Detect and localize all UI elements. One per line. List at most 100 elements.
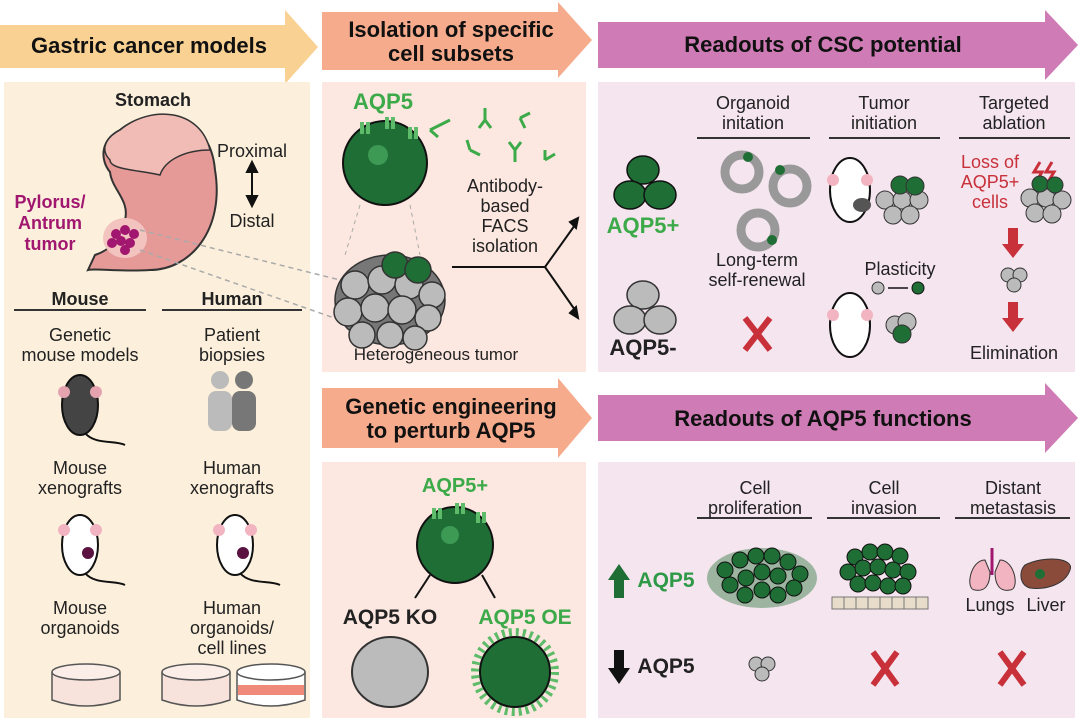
- text-line: mouse models: [21, 345, 139, 365]
- text-line: AQP5+: [960, 172, 1020, 192]
- aqp5-neg-cells-icon: [613, 280, 677, 335]
- text-line: isolation: [471, 236, 539, 256]
- text-line: Cell: [739, 478, 771, 498]
- tumor-label: Pylorus/Antrum tumor: [14, 192, 85, 255]
- text-line: initation: [721, 113, 785, 133]
- invasion-cells-icon: [831, 543, 929, 610]
- ko-cell-icon: [351, 636, 429, 708]
- header-engineering: Genetic engineering to perturb AQP5: [322, 395, 580, 443]
- text-line: metastasis: [969, 498, 1057, 518]
- text-line: Antibody-: [466, 176, 544, 196]
- people-icon: [208, 371, 256, 431]
- proliferation-cells-icon: [707, 547, 817, 608]
- header-arrow-isolation: [322, 2, 592, 78]
- human-title: Human: [201, 289, 263, 309]
- red-x-metastasis-icon: [997, 650, 1027, 687]
- tumor-label-line: Antrum: [18, 213, 82, 233]
- header-models: Gastric cancer models: [30, 33, 267, 58]
- header-line: Genetic engineering: [345, 394, 557, 419]
- lungs-label: Lungs: [965, 595, 1015, 615]
- aqp5-up-label: AQP5: [637, 569, 695, 592]
- column-organoid: Organoid initation: [716, 93, 790, 133]
- header-csc: Readouts of CSC potential: [684, 32, 962, 57]
- small-cluster-down-icon: [748, 656, 776, 682]
- self-renewal-label: Long-term self-renewal: [708, 250, 805, 290]
- black-mouse-icon: [58, 374, 126, 446]
- oe-label: AQP5 OE: [478, 606, 572, 629]
- panel-functions: [598, 462, 1075, 718]
- text-line: xenografts: [189, 478, 275, 498]
- mouse-item: Mouse organoids: [40, 598, 119, 638]
- text-line: Distant: [984, 478, 1042, 498]
- header-line: to perturb AQP5: [366, 418, 536, 443]
- mouse-plasticity-icon: [827, 281, 925, 358]
- column-ablation: Targeted ablation: [979, 93, 1049, 133]
- arrow-up-icon: [608, 564, 630, 598]
- header-arrow-functions: [598, 383, 1078, 453]
- human-item: Human organoids/cell lines: [190, 598, 274, 658]
- distal-label: Distal: [229, 211, 275, 231]
- antibody-icons: [429, 108, 556, 162]
- human-xenograft-mouse-icon: [213, 514, 281, 586]
- xenograft-mouse-icon: [58, 514, 126, 586]
- heterogeneous-tumor-label: Heterogeneous tumor: [353, 345, 519, 364]
- text-line: Human: [202, 458, 262, 478]
- human-item: Patient biopsies: [199, 325, 265, 365]
- header-line: Isolation of specific: [348, 17, 554, 42]
- text-line: organoids: [40, 618, 120, 638]
- proximal-distal-arrow-icon: [245, 159, 259, 209]
- aqp5-cell-icon: [342, 117, 428, 206]
- liver-label: Liver: [1026, 595, 1066, 615]
- down-arrow-red-icon: [1002, 228, 1024, 332]
- liver-icon: [1020, 558, 1071, 589]
- text-line: ablation: [982, 113, 1046, 133]
- aqp5-label: AQP5: [353, 89, 413, 114]
- mouse-item: Mouse xenografts: [38, 458, 122, 498]
- tumor-label-line: Pylorus/: [14, 192, 86, 212]
- mouse-tumor-initiation-icon: [827, 157, 929, 225]
- column-tumor: Tumor initiation: [851, 93, 917, 133]
- column-invasion: Cell invasion: [851, 478, 917, 518]
- text-line: biopsies: [198, 345, 266, 365]
- lungs-icon: [969, 548, 1016, 591]
- elimination-label: Elimination: [969, 343, 1059, 363]
- header-arrow-models: [0, 10, 318, 84]
- header-functions: Readouts of AQP5 functions: [674, 406, 972, 431]
- header-arrow-csc: [598, 10, 1078, 80]
- tumor-label-line: tumor: [24, 234, 76, 254]
- text-line: Loss of: [960, 152, 1020, 172]
- text-line: cells: [971, 192, 1009, 212]
- split-arrows-icon: [414, 574, 496, 599]
- stomach-illustration: [86, 113, 361, 321]
- heterogeneous-tumor-icon: [333, 251, 446, 351]
- text-line: Patient: [203, 325, 261, 345]
- small-cluster-icon: [1000, 267, 1028, 293]
- column-metastasis: Distant metastasis: [970, 478, 1056, 518]
- oe-cell-icon: [471, 628, 559, 716]
- aqp5-down-label: AQP5: [637, 655, 695, 678]
- aqp5-neg-label: AQP5-: [609, 335, 677, 360]
- facs-label: Antibody-based FACS isolation: [467, 176, 543, 256]
- proximal-label: Proximal: [216, 141, 288, 161]
- red-x-icon: [742, 316, 773, 352]
- text-line: Mouse: [52, 598, 108, 618]
- column-proliferation: Cell proliferation: [708, 478, 802, 518]
- branch-arrow-icon: [452, 216, 580, 321]
- ablation-tumor-icon: [1020, 175, 1072, 224]
- header-isolation: Isolation of specific cell subsets: [322, 18, 580, 66]
- aqp5-pos-cells-icon: [613, 155, 677, 210]
- mouse-title: Mouse: [51, 289, 109, 309]
- ko-label: AQP5 KO: [342, 606, 438, 629]
- culture-dish-icons: [51, 663, 306, 707]
- stomach-label: Stomach: [114, 90, 192, 110]
- aqp5-pos-label: AQP5+: [606, 213, 680, 238]
- text-line: Targeted: [978, 93, 1050, 113]
- loss-label: Loss of AQP5+ cells: [961, 152, 1020, 212]
- text-line: based: [480, 196, 530, 216]
- text-line: proliferation: [707, 498, 803, 518]
- text-line: Mouse: [52, 458, 108, 478]
- red-x-invasion-icon: [870, 650, 900, 687]
- text-line: Cell: [868, 478, 900, 498]
- aqp5-pos-label: AQP5+: [421, 475, 489, 497]
